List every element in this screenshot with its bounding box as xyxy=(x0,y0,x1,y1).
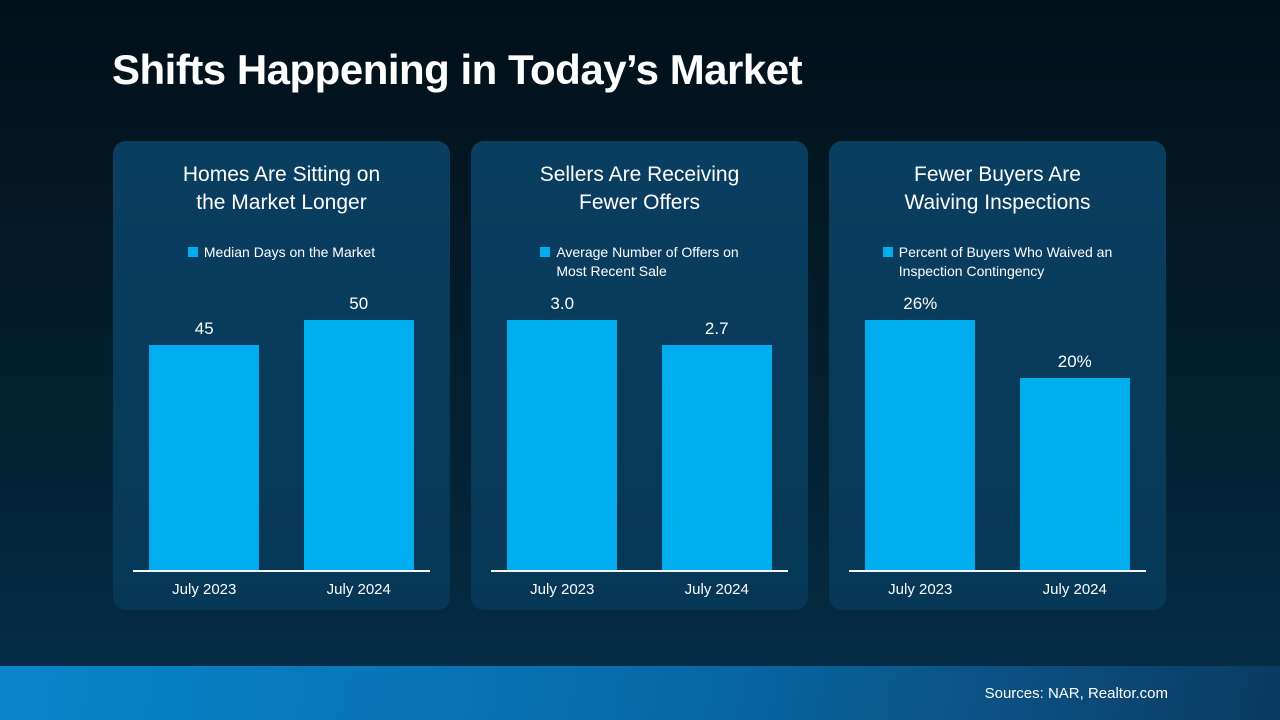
x-axis-label: July 2024 xyxy=(684,581,749,598)
x-axis-line xyxy=(133,570,430,572)
bar-chart: 26% 20% xyxy=(843,281,1152,570)
bar-chart: 45 50 xyxy=(127,262,436,570)
chart-legend: Percent of Buyers Who Waived an Inspecti… xyxy=(843,243,1152,281)
bar-value-label: 2.7 xyxy=(704,319,729,338)
chart-title: Homes Are Sitting on the Market Longer xyxy=(182,163,381,214)
legend-swatch-icon xyxy=(882,246,893,257)
bar-group-july-2023: 3.0 xyxy=(485,294,640,570)
bar-july-2024 xyxy=(1019,378,1130,570)
bar-july-2023 xyxy=(149,345,260,570)
legend-label: Average Number of Offers on Most Recent … xyxy=(556,243,739,279)
chart-title: Sellers Are Receiving Fewer Offers xyxy=(539,163,740,214)
bar-group-july-2023: 45 xyxy=(127,319,282,570)
bar-group-july-2024: 50 xyxy=(282,294,437,570)
legend-label: Percent of Buyers Who Waived an Inspecti… xyxy=(898,243,1113,279)
bar-value-label: 26% xyxy=(903,294,938,313)
chart-card-offers: Sellers Are Receiving Fewer Offers Avera… xyxy=(471,141,808,610)
x-axis-labels: July 2023 July 2024 xyxy=(485,572,794,598)
bar-group-july-2023: 26% xyxy=(843,294,998,570)
bar-july-2023 xyxy=(507,320,618,570)
bar-chart: 3.0 2.7 xyxy=(485,281,794,570)
bar-value-label: 45 xyxy=(194,319,214,338)
x-axis-label: July 2023 xyxy=(888,581,953,598)
legend-label: Median Days on the Market xyxy=(203,243,376,260)
bar-july-2023 xyxy=(865,320,976,570)
bar-group-july-2024: 2.7 xyxy=(640,319,795,570)
x-axis-labels: July 2023 July 2024 xyxy=(843,572,1152,598)
chart-card-inspections: Fewer Buyers Are Waiving Inspections Per… xyxy=(829,141,1166,610)
chart-title: Fewer Buyers Are Waiving Inspections xyxy=(904,163,1091,214)
chart-cards-row: Homes Are Sitting on the Market Longer M… xyxy=(113,141,1167,610)
x-axis-line xyxy=(849,570,1146,572)
x-axis-labels: July 2023 July 2024 xyxy=(127,572,436,598)
x-axis-label: July 2024 xyxy=(1042,581,1107,598)
x-axis-label: July 2024 xyxy=(326,581,391,598)
chart-legend: Average Number of Offers on Most Recent … xyxy=(485,243,794,281)
chart-card-days-on-market: Homes Are Sitting on the Market Longer M… xyxy=(113,141,450,610)
page-title: Shifts Happening in Today’s Market xyxy=(112,46,803,93)
bar-value-label: 3.0 xyxy=(550,294,575,313)
x-axis-line xyxy=(491,570,788,572)
legend-swatch-icon xyxy=(187,246,198,257)
chart-legend: Median Days on the Market xyxy=(127,243,436,262)
legend-swatch-icon xyxy=(540,246,551,257)
sources-text: Sources: NAR, Realtor.com xyxy=(984,684,1168,702)
bar-july-2024 xyxy=(661,345,772,570)
bar-value-label: 50 xyxy=(349,294,369,313)
bar-july-2024 xyxy=(303,320,414,570)
bar-value-label: 20% xyxy=(1057,352,1092,371)
bar-group-july-2024: 20% xyxy=(998,352,1153,570)
x-axis-label: July 2023 xyxy=(172,581,237,598)
footer-band: Sources: NAR, Realtor.com xyxy=(0,666,1280,720)
x-axis-label: July 2023 xyxy=(530,581,595,598)
